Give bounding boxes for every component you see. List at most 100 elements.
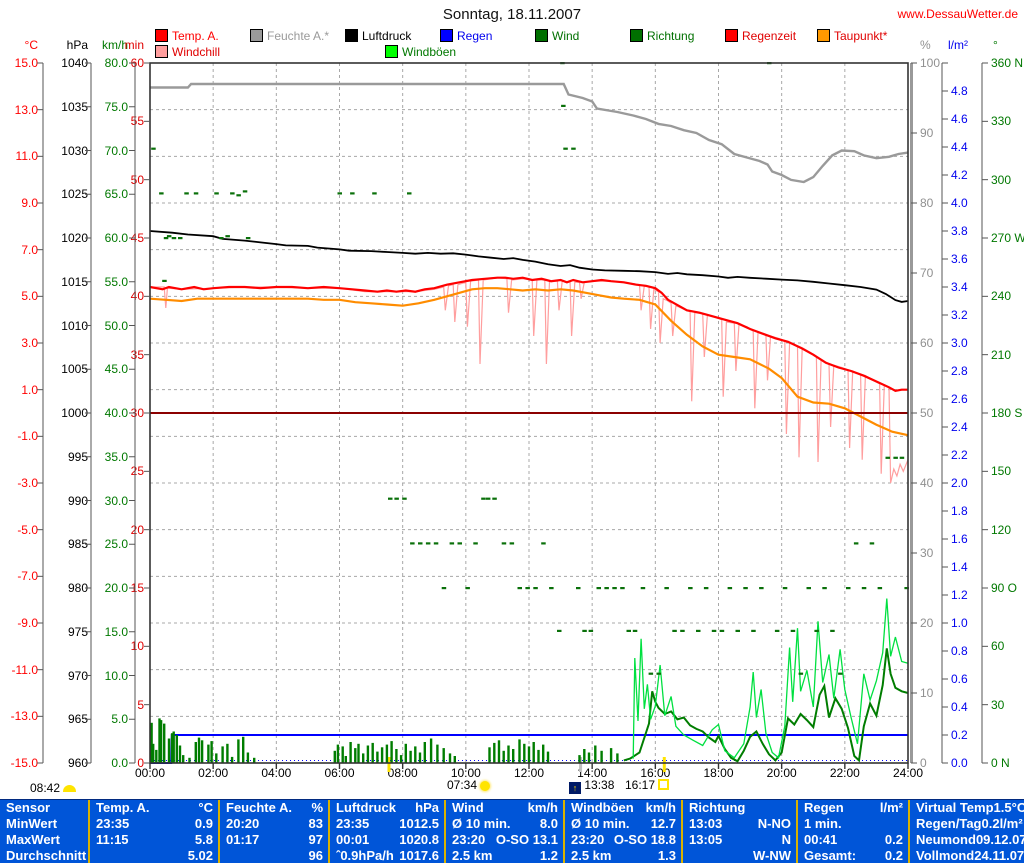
x-axis-label: 00:00 <box>134 766 166 780</box>
axis-tick-label: 2.4 <box>951 420 968 434</box>
cell-maxwert-label: 13:05 <box>689 832 723 847</box>
axis-tick-label: 1040 <box>61 56 88 70</box>
cell-maxwert-label: 00:41 <box>804 832 838 847</box>
sunrise-icon <box>480 781 491 791</box>
info-virtual-temp-label: Virtual Temp <box>916 800 994 815</box>
axis-tick-label: 35 <box>130 347 144 362</box>
header-label: Regen <box>804 800 844 815</box>
moonset-icon <box>63 785 77 792</box>
axis-tick-label: 40 <box>130 289 144 304</box>
cell-durchschnitt: 5.02 <box>90 848 218 863</box>
axis-tick-label: 70 <box>920 266 934 280</box>
header-value: hPa <box>415 800 439 815</box>
header: Windböen km/h <box>565 800 681 816</box>
axis-tick-label: 13.0 <box>14 102 38 117</box>
row-label-durchschnitt: Durchschnitt <box>0 848 88 863</box>
axis-tick-label: 3.4 <box>951 280 968 294</box>
axis-tick-label: 1.8 <box>951 504 968 518</box>
axis-tick-label: 0 <box>920 756 927 770</box>
axis-tick-label: 960 <box>67 756 88 770</box>
axis-tick-label: 1035 <box>61 99 88 114</box>
axis-tick-label: 100 <box>920 56 941 70</box>
cell-maxwert: 13:05 N <box>683 832 796 848</box>
moonset: 08:42 <box>30 781 77 795</box>
axis-tick-label: 40.0 <box>104 406 128 420</box>
info-neumond-label: Neumond <box>916 832 976 847</box>
axis-tick-label: 10.0 <box>104 668 128 683</box>
axis-tick-label: 80.0 <box>104 56 128 70</box>
cell-maxwert-value: 5.8 <box>194 832 213 847</box>
axis-tick-label: 20.0 <box>104 581 128 595</box>
info-neumond-value: 09.12.07 <box>975 832 1024 847</box>
moonrise: ↑ 13:38 <box>569 778 614 794</box>
legend-item-taupunkt-: Taupunkt* <box>817 29 887 43</box>
legend-label: Wind <box>552 29 580 43</box>
axis-tick-label: 0 N <box>991 756 1010 770</box>
cell-maxwert-value: N <box>781 832 791 847</box>
header: Temp. A. °C <box>90 800 218 816</box>
cell-minwert-value: N-NO <box>757 816 791 831</box>
axis-tick-label: 11.0 <box>15 149 38 164</box>
x-axis-label: 24:00 <box>892 766 924 780</box>
x-axis-label: 20:00 <box>766 766 797 780</box>
axis-tick-label: 980 <box>67 581 88 595</box>
axis-tick-label: 10 <box>920 686 934 700</box>
axis-tick-label: 25.0 <box>104 537 128 552</box>
axis-tick-label: 2.6 <box>951 392 968 406</box>
unit-celsius: °C <box>24 38 38 52</box>
page-title: Sonntag, 18.11.2007 <box>442 6 582 23</box>
axis-tick-label: 70.0 <box>104 143 128 158</box>
cell-minwert: Ø 10 min. 12.7 <box>565 816 681 832</box>
series-Windchill <box>150 277 909 484</box>
unit-percent: % <box>920 38 931 52</box>
axis-tick-label: 60.0 <box>104 231 128 245</box>
axis-tick-label: 25 <box>130 464 144 479</box>
cell-maxwert-value: 1020.8 <box>399 832 439 847</box>
cell-maxwert: 00:01 1020.8 <box>330 832 444 848</box>
axis-tick-label: 90 O <box>991 581 1018 595</box>
axis-tick-label: 30 <box>991 697 1005 712</box>
header-value: °C <box>198 800 213 815</box>
table-col-temp-a-: Temp. A. °C 23:35 0.9 11:15 5.8 5.02 <box>88 800 218 863</box>
axis-tick-label: 10 <box>130 639 144 654</box>
axis-tick-label: 3.6 <box>951 252 968 266</box>
cell-durchschnitt-value: 1.2 <box>539 848 558 863</box>
x-axis-label: 02:00 <box>198 766 229 780</box>
legend-swatch-icon <box>725 29 738 42</box>
x-axis-label: 12:00 <box>513 766 545 780</box>
cell-minwert: 23:35 1012.5 <box>330 816 444 832</box>
axis-tick-label: 45.0 <box>104 362 128 377</box>
axis-tick-label: 965 <box>67 712 88 727</box>
axis-tick-label: 300 <box>991 172 1012 187</box>
site-link[interactable]: www.DessauWetter.de <box>897 7 1019 21</box>
legend-swatch-icon <box>385 45 398 58</box>
legend-swatch-icon <box>440 29 453 42</box>
axis-tick-label: 20 <box>130 522 144 537</box>
axis-tick-label: 4.4 <box>951 140 968 154</box>
axis-tick-label: 995 <box>67 449 88 464</box>
axis-tick-label: 180 S <box>991 406 1023 420</box>
axis-tick-label: 0 <box>137 756 144 770</box>
axis-tick-label: 1000 <box>61 406 88 420</box>
axis-tick-label: 60 <box>920 336 934 350</box>
cell-maxwert: 23:20 O-SO 13.1 <box>446 832 563 848</box>
axis-tick-label: 60 <box>130 56 144 70</box>
legend-swatch-icon <box>345 29 358 42</box>
legend-item-regenzeit: Regenzeit <box>725 29 796 43</box>
header-value: km/h <box>645 800 676 815</box>
header: Richtung <box>683 800 796 816</box>
axis-tick-label: 75.0 <box>104 99 128 114</box>
moonrise-icon: ↑ <box>569 782 581 794</box>
legend-swatch-icon <box>155 29 168 42</box>
series-Temp. A. <box>149 276 908 392</box>
cell-minwert-label: 13:03 <box>689 816 723 831</box>
axis-tick-label: 0.8 <box>951 644 968 658</box>
header-label: Feuchte A. <box>226 800 292 815</box>
row-label-maxwert-label: MaxWert <box>6 832 60 847</box>
cell-durchschnitt-value: 0.2 <box>884 848 903 863</box>
axis-tick-label: 1.2 <box>951 588 968 602</box>
axis-tick-label: 55.0 <box>104 274 128 289</box>
cell-minwert-label: Ø 10 min. <box>452 816 511 831</box>
axis-tick-label: 1.6 <box>951 532 968 546</box>
cell-durchschnitt-label: ˆ0.9hPa/h <box>336 848 394 863</box>
